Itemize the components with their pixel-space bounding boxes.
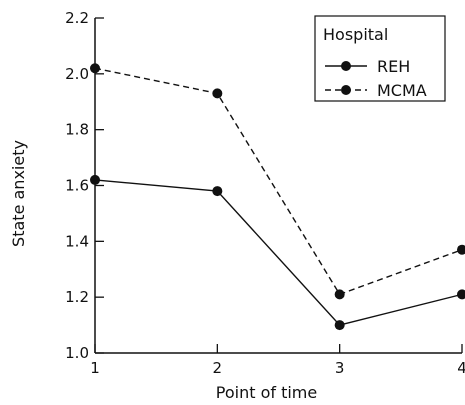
- legend-label: MCMA: [377, 81, 427, 100]
- y-tick-label: 1.6: [65, 177, 89, 195]
- y-tick-label: 2.2: [65, 9, 89, 27]
- data-point-reh: [334, 320, 345, 331]
- legend-marker: [341, 85, 351, 95]
- series-reh: [90, 174, 465, 331]
- y-tick-label: 2.0: [65, 65, 89, 83]
- data-point-reh: [90, 174, 100, 185]
- y-tick-label: 1.4: [65, 232, 89, 250]
- x-tick-label: 1: [90, 359, 100, 377]
- legend-title: Hospital: [323, 25, 388, 44]
- legend-entry-mcma: MCMA: [325, 81, 427, 100]
- x-axis-title: Point of time: [216, 383, 317, 402]
- y-axis-ticks: 1.0 1.2 1.4 1.6 1.8 2.0 2.2: [65, 9, 104, 362]
- data-point-reh: [457, 289, 465, 300]
- data-point-mcma: [457, 244, 465, 255]
- legend-label: REH: [377, 57, 410, 76]
- y-axis-title: State anxiety: [9, 140, 28, 247]
- series-mcma: [90, 63, 465, 300]
- x-tick-label: 4: [457, 359, 465, 377]
- legend-marker: [341, 61, 351, 71]
- series-layer: [90, 63, 465, 331]
- legend-box: [314, 15, 446, 102]
- x-tick-label: 3: [335, 359, 345, 377]
- y-tick-label: 1.8: [65, 121, 89, 139]
- data-point-reh: [212, 186, 223, 197]
- x-tick-label: 2: [213, 359, 223, 377]
- y-tick-label: 1.0: [65, 344, 89, 362]
- legend: Hospital REH MCMA: [314, 15, 446, 102]
- series-line-reh: [94, 179, 463, 326]
- legend-entry-reh: REH: [325, 57, 410, 76]
- data-point-mcma: [334, 289, 345, 300]
- series-line-mcma: [94, 67, 463, 296]
- x-axis-ticks: 1 2 3 4: [90, 344, 465, 377]
- data-point-mcma: [90, 63, 100, 74]
- data-point-mcma: [212, 88, 223, 99]
- legend-entries: REH MCMA: [325, 57, 427, 100]
- y-tick-label: 1.2: [65, 288, 89, 306]
